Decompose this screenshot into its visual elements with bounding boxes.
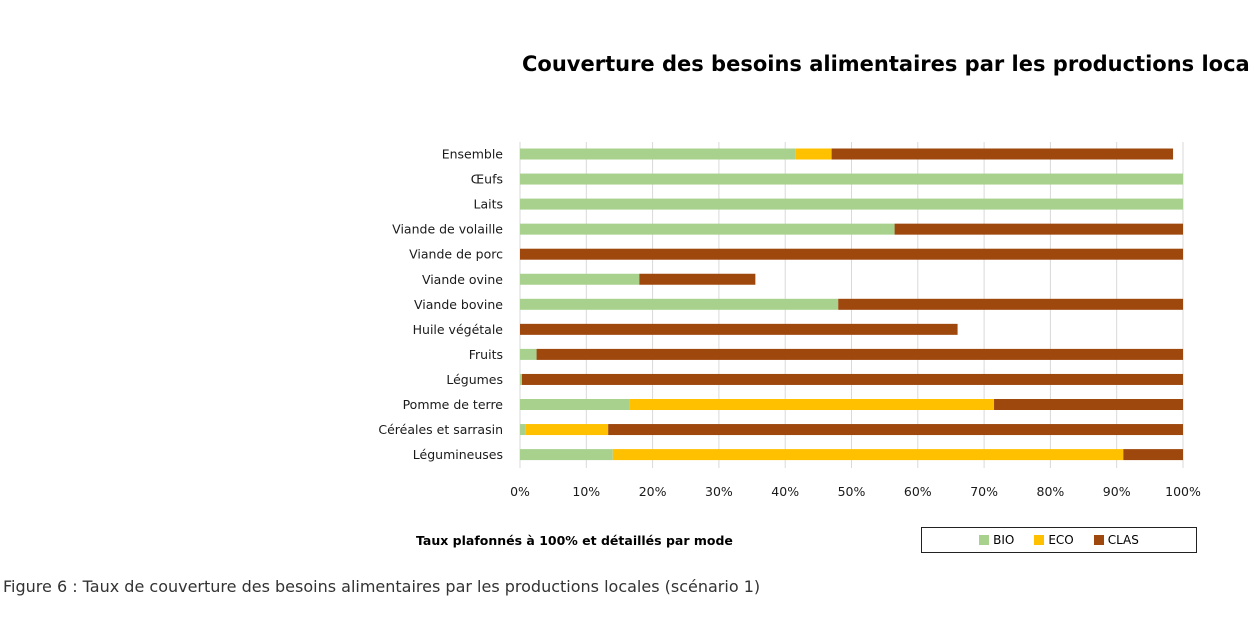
bar-segment-clas	[521, 373, 1183, 385]
chart-title: Couverture des besoins alimentaires par …	[522, 52, 1249, 76]
x-tick-label: 20%	[639, 484, 667, 499]
x-tick-label: 70%	[970, 484, 998, 499]
bar-segment-clas	[894, 223, 1183, 235]
chart-note: Taux plafonnés à 100% et détaillés par m…	[416, 533, 733, 548]
category-label: Laits	[473, 197, 503, 212]
category-labels: Ensemble Œufs Laits Viande de volaille Viand…	[378, 147, 503, 463]
category-label: Huile végétale	[413, 322, 504, 337]
legend: BIO ECO CLAS	[921, 527, 1197, 553]
category-label: Céréales et sarrasin	[378, 422, 503, 437]
bar-segment-eco	[629, 399, 995, 410]
bar-segment-clas	[608, 424, 1183, 436]
bar-segment-clas	[520, 248, 1183, 260]
x-tick-label: 0%	[510, 484, 530, 499]
category-label: Ensemble	[442, 147, 504, 162]
legend-label-clas: CLAS	[1107, 533, 1139, 547]
bar-segment-bio	[520, 198, 1183, 210]
category-label: Légumes	[446, 372, 503, 387]
category-label: Viande de porc	[409, 247, 503, 262]
x-tick-label: 50%	[838, 484, 866, 499]
bar-segment-bio	[520, 223, 895, 235]
bar-segment-clas	[639, 273, 756, 285]
legend-item-eco: ECO	[1034, 533, 1074, 547]
bar-segment-bio	[520, 449, 613, 461]
bar-segment-eco	[612, 449, 1124, 461]
legend-item-clas: CLAS	[1093, 533, 1139, 547]
x-tick-label: 10%	[572, 484, 600, 499]
figure-caption: Figure 6 : Taux de couverture des besoin…	[3, 577, 761, 596]
x-tick-label: 90%	[1103, 484, 1131, 499]
bar-segment-clas	[536, 348, 1183, 360]
legend-swatch-bio	[979, 535, 990, 545]
bar-segment-bio	[520, 148, 796, 160]
category-label: Viande de volaille	[392, 222, 503, 237]
legend-label-bio: BIO	[993, 533, 1015, 547]
bar-segment-bio	[520, 348, 537, 360]
x-tick-label: 80%	[1037, 484, 1065, 499]
bar-segment-clas	[831, 148, 1174, 160]
category-label: Fruits	[469, 347, 503, 362]
bar-segment-clas	[994, 399, 1183, 410]
bar-segment-bio	[520, 298, 839, 310]
bar-segment-bio	[520, 173, 1183, 185]
bar-segment-clas	[520, 323, 958, 335]
x-tick-label: 100%	[1165, 484, 1201, 499]
bar-segment-bio	[520, 273, 640, 285]
bar-segment-eco	[795, 148, 832, 160]
legend-label-eco: ECO	[1048, 533, 1074, 547]
x-tick-label: 40%	[771, 484, 799, 499]
category-label: Viande ovine	[422, 272, 503, 287]
legend-item-bio: BIO	[979, 533, 1014, 547]
x-tick-labels: 0% 10% 20% 30% 40% 50% 60% 70% 80% 90% 100%	[510, 484, 1201, 499]
legend-swatch-clas	[1093, 535, 1104, 545]
bar-segment-bio	[520, 373, 522, 385]
bar-segment-clas	[1123, 449, 1183, 461]
bar-segment-bio	[520, 399, 630, 410]
bar-segment-eco	[525, 424, 609, 436]
x-tick-label: 30%	[705, 484, 733, 499]
category-label: Pomme de terre	[403, 397, 504, 412]
category-label: Viande bovine	[414, 297, 503, 312]
legend-swatch-eco	[1034, 535, 1045, 545]
bar-segment-bio	[520, 424, 526, 436]
x-tick-label: 60%	[904, 484, 932, 499]
category-label: Œufs	[471, 172, 503, 187]
bar-segment-clas	[838, 298, 1183, 310]
bars	[520, 148, 1183, 461]
category-label: Légumineuses	[413, 447, 503, 462]
